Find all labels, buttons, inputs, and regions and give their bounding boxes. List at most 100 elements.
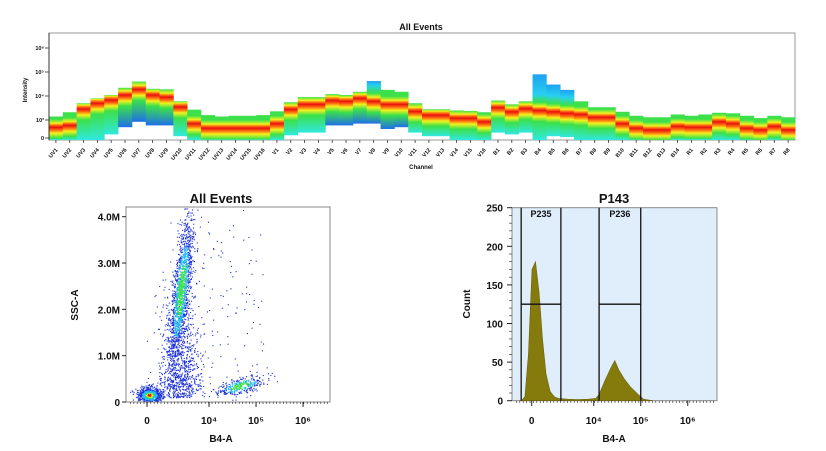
scatter-point bbox=[185, 319, 187, 321]
scatter-point bbox=[223, 389, 225, 391]
scatter-point bbox=[179, 324, 181, 326]
scatter-point bbox=[170, 397, 172, 399]
scatter-point bbox=[172, 322, 174, 324]
scatter-point bbox=[154, 395, 156, 397]
scatter-point bbox=[184, 252, 186, 254]
scatter-point bbox=[207, 221, 209, 223]
scatter-point bbox=[243, 239, 245, 241]
scatter-point bbox=[159, 399, 161, 401]
scatter-point bbox=[168, 325, 170, 327]
scatter-point bbox=[155, 399, 157, 401]
scatter-point bbox=[229, 386, 231, 388]
scatter-point bbox=[247, 385, 249, 387]
scatter-point bbox=[186, 280, 188, 282]
scatter-point bbox=[180, 298, 182, 300]
scatter-point bbox=[262, 375, 264, 377]
scatter-point bbox=[190, 287, 192, 289]
scatter-point bbox=[240, 382, 242, 384]
scatter-point bbox=[183, 240, 185, 242]
channel-column-b8 bbox=[587, 107, 602, 140]
scatter-point bbox=[160, 396, 162, 398]
scatter-point bbox=[226, 385, 228, 387]
scatter-point bbox=[186, 225, 188, 227]
scatter-point bbox=[179, 317, 181, 319]
scatter-point bbox=[193, 239, 195, 241]
scatter-point bbox=[230, 272, 232, 274]
scatter-point bbox=[189, 272, 191, 274]
scatter-point bbox=[185, 328, 187, 330]
scatter-point bbox=[247, 388, 249, 390]
scatter-point bbox=[235, 312, 237, 314]
scatter-point bbox=[196, 338, 198, 340]
scatter-point bbox=[179, 270, 181, 272]
channel-column-b13 bbox=[656, 117, 672, 140]
scatter-point bbox=[175, 292, 177, 294]
scatter-point bbox=[187, 223, 189, 225]
scatter-point bbox=[181, 265, 183, 267]
scatter-point bbox=[191, 261, 193, 263]
scatter-point bbox=[176, 282, 178, 284]
scatter-point bbox=[187, 271, 189, 273]
y-tick-label: 1.0M bbox=[98, 352, 120, 363]
scatter-point bbox=[174, 377, 176, 379]
scatter-point bbox=[184, 254, 186, 256]
scatter-point bbox=[245, 391, 247, 393]
scatter-point bbox=[227, 304, 229, 306]
scatter-point bbox=[197, 384, 199, 386]
scatter-point bbox=[151, 398, 153, 400]
scatter-point bbox=[180, 382, 182, 384]
scatter-point bbox=[177, 271, 179, 273]
channel-column-b12 bbox=[643, 117, 658, 140]
channel-label: UV4 bbox=[89, 147, 101, 160]
scatter-point bbox=[178, 312, 180, 314]
scatter-point bbox=[228, 391, 230, 393]
scatter-point bbox=[212, 345, 214, 347]
gate-p235[interactable]: P235 bbox=[520, 207, 562, 401]
scatter-point bbox=[202, 267, 204, 269]
scatter-point bbox=[185, 268, 187, 270]
gate-p236[interactable]: P236 bbox=[598, 207, 642, 401]
x-tick-label: 10⁶ bbox=[680, 416, 696, 427]
scatter-point bbox=[153, 332, 155, 334]
channel-column-b1 bbox=[491, 100, 506, 133]
scatter-point bbox=[232, 399, 234, 401]
scatter-point bbox=[160, 395, 162, 397]
scatter-point bbox=[187, 240, 189, 242]
scatter-point bbox=[226, 390, 228, 392]
scatter-point bbox=[203, 267, 205, 269]
scatter-point bbox=[186, 312, 188, 314]
histogram-y-label: Count bbox=[462, 289, 473, 319]
scatter-point bbox=[159, 375, 161, 377]
scatter-point bbox=[216, 240, 218, 242]
scatter-point bbox=[187, 301, 189, 303]
scatter-point bbox=[183, 255, 185, 257]
scatter-point bbox=[150, 399, 152, 401]
scatter-point bbox=[195, 389, 197, 391]
histogram-gates[interactable]: P235 P236 bbox=[520, 207, 642, 401]
scatter-point bbox=[184, 251, 186, 253]
scatter-point bbox=[184, 362, 186, 364]
scatter-point bbox=[246, 301, 248, 303]
scatter-point bbox=[146, 396, 148, 398]
channel-column-v15 bbox=[463, 110, 478, 140]
scatter-point bbox=[178, 299, 180, 301]
scatter-point bbox=[217, 396, 219, 398]
scatter-point bbox=[172, 380, 174, 382]
scatter-point bbox=[183, 302, 185, 304]
scatter-point bbox=[173, 338, 175, 340]
channel-column-b9 bbox=[601, 107, 616, 140]
scatter-point bbox=[173, 275, 175, 277]
channel-label: B8 bbox=[589, 147, 598, 156]
scatter-point bbox=[177, 278, 179, 280]
scatter-point bbox=[180, 302, 182, 304]
scatter-point bbox=[189, 262, 191, 264]
scatter-point bbox=[182, 348, 184, 350]
scatter-point bbox=[149, 395, 151, 397]
scatter-point bbox=[188, 230, 190, 232]
scatter-point bbox=[165, 369, 167, 371]
scatter-point bbox=[200, 379, 202, 381]
scatter-point bbox=[201, 373, 203, 375]
y-tick-label: 10⁴ bbox=[35, 94, 44, 100]
scatter-point bbox=[179, 264, 181, 266]
scatter-point bbox=[179, 297, 181, 299]
